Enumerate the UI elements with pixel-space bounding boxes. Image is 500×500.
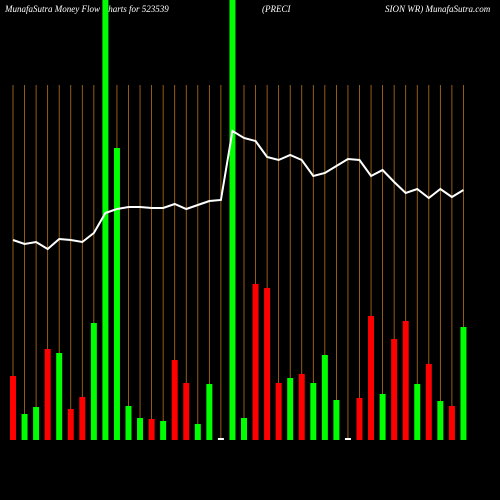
bar — [125, 406, 132, 440]
bar — [437, 401, 444, 440]
bar — [229, 0, 236, 440]
bar — [137, 418, 144, 440]
chart-title: SION WR) MunafaSutra.com — [385, 4, 491, 14]
bar — [275, 383, 282, 440]
bar — [344, 438, 351, 440]
bar — [391, 339, 398, 440]
bar — [356, 398, 363, 440]
bar — [448, 406, 455, 440]
bar — [10, 376, 16, 440]
bar — [425, 364, 432, 440]
bar — [56, 353, 63, 440]
bar — [113, 148, 120, 440]
bar — [44, 349, 51, 440]
bar — [414, 384, 421, 440]
bar — [183, 383, 190, 440]
bar — [241, 418, 247, 440]
chart-title: MunafaSutra Money Flow Charts for 523539 — [4, 4, 169, 14]
bar — [160, 421, 167, 440]
money-flow-line — [12, 129, 464, 251]
bar — [67, 409, 74, 440]
bar — [148, 419, 155, 440]
bar — [33, 407, 40, 440]
bar — [333, 400, 340, 440]
bar — [310, 383, 317, 440]
bar — [206, 384, 213, 440]
bar — [217, 438, 224, 440]
bar — [102, 0, 109, 440]
bar — [298, 374, 305, 440]
bar — [90, 323, 97, 440]
bar — [79, 397, 86, 440]
bar — [321, 355, 328, 440]
bar — [460, 327, 467, 440]
bar — [194, 424, 201, 440]
bar — [264, 288, 271, 440]
bar — [21, 414, 28, 440]
chart-title: (PRECI — [262, 4, 291, 14]
bar — [379, 394, 386, 440]
bar — [287, 378, 294, 440]
bar — [368, 316, 375, 440]
bar — [252, 284, 259, 440]
bar — [171, 360, 178, 440]
bar — [402, 321, 409, 440]
